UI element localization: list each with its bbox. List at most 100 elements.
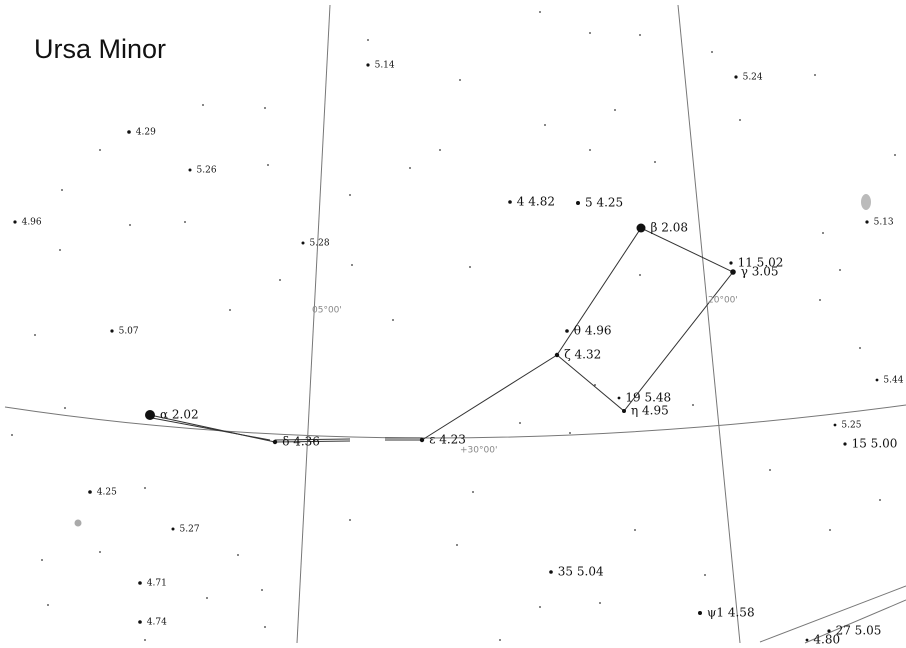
faint-star bbox=[894, 154, 896, 156]
star bbox=[734, 75, 738, 79]
faint-star bbox=[351, 264, 353, 266]
star-label: 11 5.02 bbox=[738, 256, 784, 270]
star-label: 5.44 bbox=[883, 376, 903, 386]
star-label: 5.24 bbox=[743, 73, 763, 83]
faint-star bbox=[639, 34, 641, 36]
star-label: 15 5.00 bbox=[852, 437, 898, 451]
faint-star bbox=[599, 602, 601, 604]
background-stars bbox=[11, 11, 896, 641]
faint-star bbox=[237, 554, 239, 556]
faint-star bbox=[144, 639, 146, 641]
star-label: 19 5.48 bbox=[625, 391, 671, 405]
star bbox=[698, 611, 702, 615]
star-label: 4.29 bbox=[136, 128, 156, 138]
meridian bbox=[804, 599, 906, 644]
faint-star bbox=[367, 39, 369, 41]
faint-star bbox=[129, 224, 131, 226]
star bbox=[565, 329, 569, 333]
faint-star bbox=[229, 309, 231, 311]
star-label: 5 4.25 bbox=[585, 196, 623, 210]
star bbox=[622, 409, 626, 413]
faint-star bbox=[539, 11, 541, 13]
star bbox=[138, 620, 142, 624]
star-label: 4.71 bbox=[147, 579, 167, 589]
star bbox=[549, 570, 553, 574]
faint-star bbox=[519, 422, 521, 424]
faint-star bbox=[594, 384, 596, 386]
star-label: 5.26 bbox=[197, 166, 217, 176]
faint-star bbox=[99, 149, 101, 151]
faint-star bbox=[739, 119, 741, 121]
star-label: 5.27 bbox=[180, 525, 200, 535]
faint-star bbox=[589, 149, 591, 151]
nebula bbox=[74, 519, 82, 527]
faint-star bbox=[814, 74, 816, 76]
star-label: 5.13 bbox=[874, 218, 894, 228]
faint-star bbox=[279, 279, 281, 281]
star bbox=[138, 581, 142, 585]
star bbox=[843, 442, 847, 446]
faint-star bbox=[589, 32, 591, 34]
faint-star bbox=[64, 407, 66, 409]
star bbox=[88, 490, 92, 494]
faint-star bbox=[206, 597, 208, 599]
faint-star bbox=[144, 487, 146, 489]
star-label: 5.25 bbox=[841, 421, 861, 431]
star-label: 4.80 bbox=[813, 633, 840, 647]
declination-line bbox=[4, 404, 906, 439]
star-label: 5.14 bbox=[375, 61, 395, 71]
star-label: ζ 4.32 bbox=[564, 348, 601, 362]
grid-label: 05°00' bbox=[312, 306, 342, 316]
star-label: δ 4.36 bbox=[282, 435, 320, 449]
faint-star bbox=[59, 249, 61, 251]
faint-star bbox=[639, 274, 641, 276]
star-label: ψ1 4.58 bbox=[707, 606, 755, 620]
star-label: γ 3.05 bbox=[741, 265, 779, 279]
grid-label: 20°00' bbox=[708, 296, 738, 306]
star bbox=[127, 130, 131, 134]
faint-star bbox=[459, 79, 461, 81]
asterism-line bbox=[385, 437, 422, 441]
faint-star bbox=[184, 221, 186, 223]
star bbox=[865, 220, 869, 224]
faint-star bbox=[614, 109, 616, 111]
star-label: 5.28 bbox=[310, 239, 330, 249]
faint-star bbox=[822, 232, 824, 234]
star bbox=[827, 629, 831, 633]
meridian bbox=[759, 585, 906, 643]
star bbox=[729, 261, 733, 265]
faint-star bbox=[472, 491, 474, 493]
galaxy bbox=[861, 194, 871, 210]
constellation-lines bbox=[149, 227, 734, 443]
faint-star bbox=[349, 519, 351, 521]
star bbox=[301, 241, 305, 245]
star-label: ε 4.23 bbox=[429, 433, 466, 447]
star bbox=[636, 223, 646, 233]
star-label: 4.74 bbox=[147, 618, 167, 628]
faint-star bbox=[267, 164, 269, 166]
faint-star bbox=[569, 432, 571, 434]
star-label: 4.96 bbox=[22, 218, 42, 228]
faint-star bbox=[439, 149, 441, 151]
star bbox=[833, 423, 837, 427]
grid-label: +30°00' bbox=[460, 446, 497, 456]
star-label: β 2.08 bbox=[651, 221, 688, 235]
faint-star bbox=[261, 589, 263, 591]
asterism-line bbox=[151, 417, 271, 441]
star bbox=[110, 329, 114, 333]
star bbox=[730, 269, 736, 275]
star-label: 35 5.04 bbox=[558, 565, 604, 579]
star-label: θ 4.96 bbox=[574, 324, 612, 338]
asterism-line bbox=[421, 227, 734, 441]
star-label: 5.07 bbox=[119, 327, 139, 337]
faint-star bbox=[99, 551, 101, 553]
faint-star bbox=[41, 559, 43, 561]
meridian bbox=[677, 4, 741, 644]
faint-star bbox=[469, 266, 471, 268]
faint-star bbox=[879, 499, 881, 501]
faint-star bbox=[202, 104, 204, 106]
faint-star bbox=[539, 606, 541, 608]
faint-star bbox=[704, 574, 706, 576]
map-title: Ursa Minor bbox=[34, 34, 166, 64]
